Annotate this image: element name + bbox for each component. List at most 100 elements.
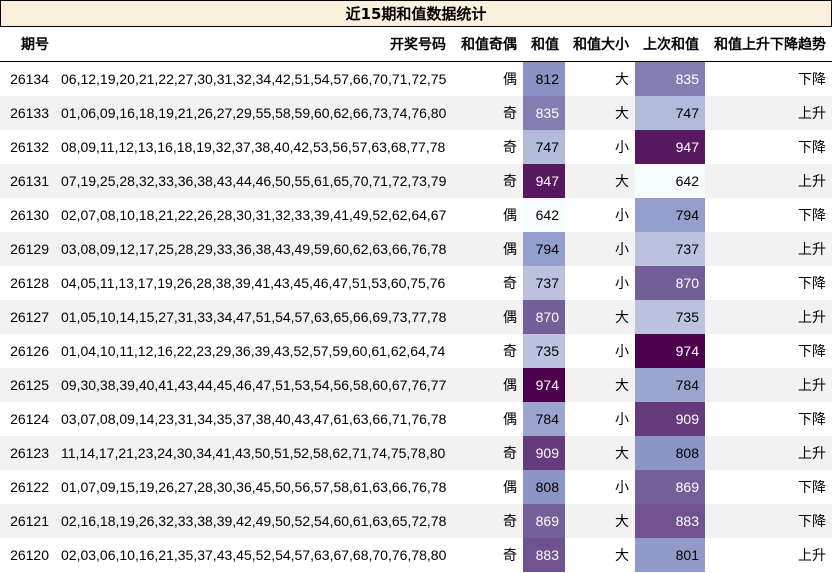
cell-trend: 下降 (798, 344, 826, 360)
cell-numbers: 02,16,18,19,26,32,33,38,39,42,49,50,52,5… (55, 504, 452, 538)
cell-period: 26125 (0, 368, 55, 402)
cell-sum: 870 (523, 300, 565, 334)
cell-numbers: 08,09,11,12,13,16,18,19,32,37,38,40,42,5… (61, 139, 446, 155)
table-row: 26121 02,16,18,19,26,32,33,38,39,42,49,50… (0, 504, 832, 538)
cell-sum: 835 (523, 96, 565, 130)
header-row: 期号 开奖号码 和值奇偶 和值 和值大小 上次和值 和值上升下降趋势 (0, 27, 832, 62)
cell-prev-sum: 747 (635, 96, 705, 130)
cell-prev-sum: 794 (635, 198, 705, 232)
cell-numbers: 01,04,10,11,12,16,22,23,29,36,39,43,52,5… (61, 343, 446, 359)
cell-parity: 奇 (503, 344, 517, 360)
table-row: 26129 03,08,09,12,17,25,28,29,33,36,38,43… (0, 232, 832, 266)
cell-numbers: 06,12,19,20,21,22,27,30,31,32,34,42,51,5… (61, 71, 447, 87)
cell-numbers: 09,30,38,39,40,41,43,44,45,46,47,51,53,5… (55, 368, 452, 402)
cell-sum: 869 (523, 504, 565, 538)
cell-period: 26124 (10, 411, 49, 427)
cell-trend: 下降 (798, 412, 826, 428)
cell-numbers: 03,08,09,12,17,25,28,29,33,36,38,43,49,5… (55, 232, 452, 266)
cell-trend: 上升 (705, 164, 832, 198)
cell-prev-sum: 784 (635, 368, 705, 402)
cell-sum: 794 (523, 232, 565, 266)
cell-period: 26122 (10, 479, 49, 495)
cell-numbers: 01,05,10,14,15,27,31,33,34,47,51,54,57,6… (55, 300, 452, 334)
cell-size: 大 (565, 504, 635, 538)
cell-size: 小 (615, 276, 629, 292)
cell-parity: 奇 (452, 164, 523, 198)
cell-trend: 下降 (798, 72, 826, 88)
table-row: 26128 04,05,11,13,17,19,26,28,38,39,41,43… (0, 266, 832, 300)
cell-period: 26129 (0, 232, 55, 266)
header-period: 期号 (0, 27, 55, 62)
cell-prev-sum: 735 (635, 300, 705, 334)
cell-sum: 784 (523, 402, 565, 436)
cell-period: 26134 (10, 71, 49, 87)
cell-trend: 上升 (705, 232, 832, 266)
cell-size: 小 (615, 140, 629, 156)
cell-prev-sum: 801 (635, 538, 705, 572)
cell-trend: 上升 (705, 96, 832, 130)
cell-sum: 747 (523, 130, 565, 164)
cell-size: 小 (615, 344, 629, 360)
cell-period: 26126 (10, 343, 49, 359)
cell-parity: 奇 (503, 548, 517, 564)
cell-size: 小 (615, 480, 629, 496)
cell-period: 26128 (10, 275, 49, 291)
cell-numbers: 03,07,08,09,14,23,31,34,35,37,38,40,43,4… (61, 411, 447, 427)
cell-parity: 奇 (452, 504, 523, 538)
cell-parity: 偶 (452, 300, 523, 334)
cell-trend: 上升 (705, 300, 832, 334)
sum-stats-table: 期号 开奖号码 和值奇偶 和值 和值大小 上次和值 和值上升下降趋势 26134… (0, 27, 832, 572)
cell-size: 小 (615, 208, 629, 224)
cell-size: 大 (615, 72, 629, 88)
cell-prev-sum: 642 (635, 164, 705, 198)
cell-sum: 883 (523, 538, 565, 572)
table-row: 26125 09,30,38,39,40,41,43,44,45,46,47,51… (0, 368, 832, 402)
cell-parity: 偶 (503, 412, 517, 428)
header-parity: 和值奇偶 (452, 27, 523, 62)
cell-prev-sum: 870 (635, 266, 705, 300)
cell-period: 26121 (0, 504, 55, 538)
cell-period: 26120 (10, 547, 49, 563)
cell-trend: 下降 (798, 140, 826, 156)
table-row: 26122 01,07,09,15,19,26,27,28,30,36,45,50… (0, 470, 832, 504)
table-row: 26124 03,07,08,09,14,23,31,34,35,37,38,40… (0, 402, 832, 436)
cell-sum: 812 (523, 61, 565, 96)
table-title: 近15期和值数据统计 (0, 0, 832, 27)
table-row: 26126 01,04,10,11,12,16,22,23,29,36,39,43… (0, 334, 832, 368)
cell-numbers: 01,06,09,16,18,19,21,26,27,29,55,58,59,6… (55, 96, 452, 130)
header-trend: 和值上升下降趋势 (705, 27, 832, 62)
cell-prev-sum: 974 (635, 334, 705, 368)
cell-parity: 偶 (452, 368, 523, 402)
header-size: 和值大小 (565, 27, 635, 62)
cell-period: 26130 (10, 207, 49, 223)
cell-prev-sum: 947 (635, 130, 705, 164)
cell-size: 大 (565, 300, 635, 334)
cell-trend: 下降 (705, 504, 832, 538)
cell-size: 大 (565, 96, 635, 130)
table-row: 26134 06,12,19,20,21,22,27,30,31,32,34,42… (0, 61, 832, 96)
cell-sum: 737 (523, 266, 565, 300)
cell-prev-sum: 883 (635, 504, 705, 538)
cell-parity: 偶 (503, 72, 517, 88)
cell-parity: 奇 (503, 276, 517, 292)
cell-size: 小 (565, 232, 635, 266)
table-row: 26130 02,07,08,10,18,21,22,26,28,30,31,32… (0, 198, 832, 232)
cell-sum: 808 (523, 470, 565, 504)
cell-period: 26133 (0, 96, 55, 130)
cell-prev-sum: 808 (635, 436, 705, 470)
cell-period: 26127 (0, 300, 55, 334)
cell-numbers: 02,07,08,10,18,21,22,26,28,30,31,32,33,3… (61, 207, 447, 223)
cell-period: 26131 (0, 164, 55, 198)
cell-size: 大 (565, 436, 635, 470)
cell-parity: 偶 (503, 208, 517, 224)
table-row: 26131 07,19,25,28,32,33,36,38,43,44,46,50… (0, 164, 832, 198)
cell-prev-sum: 737 (635, 232, 705, 266)
cell-sum: 974 (523, 368, 565, 402)
table-row: 26127 01,05,10,14,15,27,31,33,34,47,51,54… (0, 300, 832, 334)
table-row: 26120 02,03,06,10,16,21,35,37,43,45,52,54… (0, 538, 832, 572)
cell-period: 26132 (10, 139, 49, 155)
cell-sum: 735 (523, 334, 565, 368)
cell-period: 26123 (0, 436, 55, 470)
cell-numbers: 07,19,25,28,32,33,36,38,43,44,46,50,55,6… (55, 164, 452, 198)
